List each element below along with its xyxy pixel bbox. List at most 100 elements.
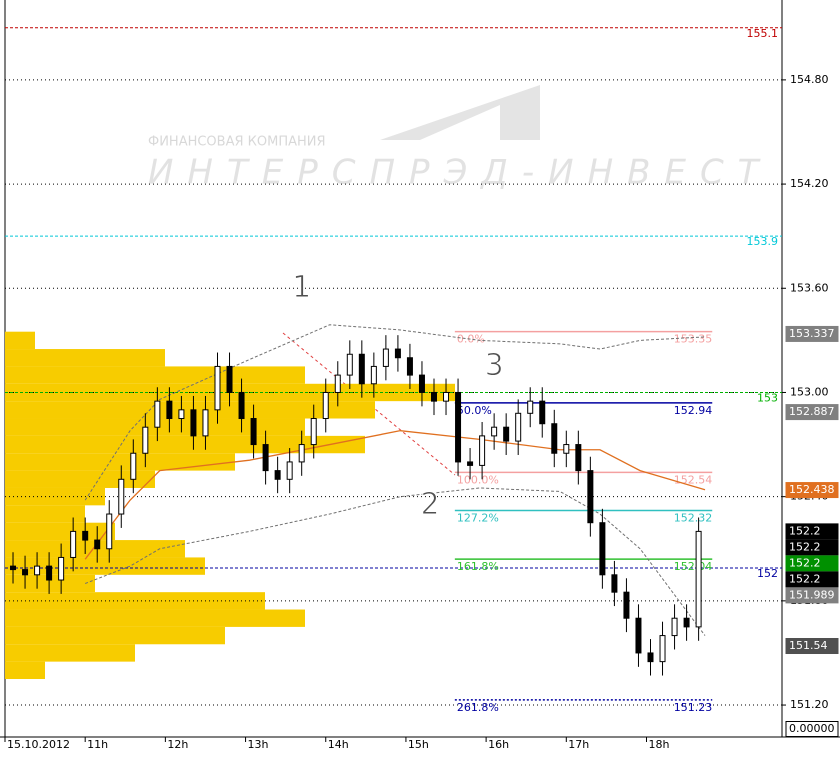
- candle-body: [34, 565, 41, 576]
- x-tick-label: 13h: [248, 738, 269, 751]
- volume-profile-bar: [5, 453, 235, 471]
- y-tick-label: 153.00: [790, 385, 829, 398]
- price-marker-label: 152.2: [789, 556, 821, 569]
- volume-profile-bar: [5, 644, 135, 662]
- fib-value: 153.35: [674, 333, 713, 346]
- fib-value: 151.23: [674, 701, 713, 714]
- candle-body: [322, 391, 329, 420]
- price-marker: [785, 638, 839, 655]
- candle-body: [623, 591, 630, 619]
- candle-body: [455, 391, 462, 463]
- price-marker-label: 151.989: [789, 588, 835, 601]
- candle-body: [310, 418, 317, 446]
- fib-value: 152.32: [674, 512, 713, 525]
- x-tick-label: 17h: [568, 738, 589, 751]
- x-tick-label: 12h: [167, 738, 188, 751]
- x-tick-label: 14h: [328, 738, 349, 751]
- candle-body: [178, 409, 185, 420]
- candle-body: [202, 409, 209, 437]
- price-marker-label: 152.2: [789, 572, 821, 585]
- candle-body: [190, 409, 197, 437]
- price-marker: [785, 555, 839, 572]
- watermark-logo: [380, 85, 540, 140]
- price-marker: [785, 404, 839, 421]
- candle-body: [22, 569, 29, 576]
- candle-body: [635, 617, 642, 654]
- candle-body: [166, 400, 173, 420]
- candle-body: [659, 635, 666, 663]
- candle-body: [10, 565, 17, 571]
- fib-value: 152.54: [674, 473, 713, 486]
- volume-profile-bar: [5, 487, 105, 506]
- volume-profile-bar: [5, 574, 95, 593]
- candle-body: [142, 426, 149, 454]
- x-tick-label: 11h: [87, 738, 108, 751]
- price-marker-label: 153.337: [789, 327, 835, 340]
- candle-body: [683, 617, 690, 628]
- candle-body: [238, 391, 245, 420]
- fib-label: 261.8%: [457, 701, 499, 714]
- volume-profile-bar: [5, 505, 85, 523]
- annotation: 2: [420, 487, 439, 522]
- candle-body: [214, 365, 221, 411]
- price-marker-label: 152.887: [789, 405, 835, 418]
- candle-body: [503, 426, 510, 442]
- candle-body: [406, 357, 413, 376]
- level-label: 153.9: [747, 235, 779, 248]
- y-tick-label: 151.20: [790, 698, 829, 711]
- candle-body: [515, 412, 522, 442]
- fib-value: 152.04: [674, 560, 713, 573]
- x-tick-label: 15h: [408, 738, 429, 751]
- candle-body: [563, 444, 570, 454]
- volume-profile-bar: [5, 470, 155, 488]
- volume-profile-bar: [5, 592, 265, 610]
- candle-body: [358, 353, 365, 385]
- price-marker-label: 0.00000: [789, 722, 835, 735]
- candle-body: [527, 400, 534, 414]
- candle-body: [443, 391, 450, 402]
- level-label: 155.1: [747, 27, 779, 40]
- candle-body: [599, 522, 606, 576]
- y-tick-label: 153.60: [790, 281, 829, 294]
- candle-body: [94, 539, 101, 550]
- candle-body: [250, 418, 257, 446]
- volume-profile-bar: [5, 349, 165, 367]
- price-marker: [785, 721, 839, 737]
- candle-body: [82, 530, 89, 541]
- x-tick-label: 15.10.2012: [7, 738, 70, 751]
- candle-body: [587, 470, 594, 524]
- candle-body: [467, 461, 474, 466]
- candle-body: [70, 530, 77, 558]
- candle-body: [286, 461, 293, 480]
- annotation: 3: [485, 348, 504, 383]
- candle-body: [346, 353, 353, 376]
- fib-label: 127.2%: [457, 512, 499, 525]
- volume-profile-bar: [5, 401, 375, 419]
- volume-profile-bar: [5, 609, 305, 627]
- candle-body: [274, 470, 281, 480]
- candle-body: [695, 530, 702, 628]
- price-marker: [785, 523, 839, 540]
- x-tick-label: 16h: [488, 738, 509, 751]
- candle-body: [226, 365, 233, 393]
- y-tick-label: 154.80: [790, 73, 829, 86]
- price-marker-label: 152.438: [789, 483, 835, 496]
- watermark-name: ИНТЕРСПРЭД-ИНВЕСТ: [148, 153, 772, 193]
- fib-label: 100.0%: [457, 473, 499, 486]
- fib-trend-line: [282, 332, 456, 476]
- level-label: 153: [757, 391, 778, 404]
- candle-body: [154, 400, 161, 428]
- watermark-company: ФИНАНСОВАЯ КОМПАНИЯ: [148, 135, 326, 150]
- volume-profile-bar: [5, 366, 305, 384]
- annotation: 1: [292, 270, 311, 305]
- indicator-line: [85, 487, 706, 636]
- x-tick-label: 18h: [648, 738, 669, 751]
- candle-body: [418, 374, 425, 393]
- volume-profile-bar: [5, 557, 205, 575]
- price-marker: [785, 571, 839, 588]
- candle-body: [647, 652, 654, 663]
- price-marker-label: 152.2: [789, 524, 821, 537]
- candle-body: [551, 423, 558, 454]
- candle-body: [430, 391, 437, 402]
